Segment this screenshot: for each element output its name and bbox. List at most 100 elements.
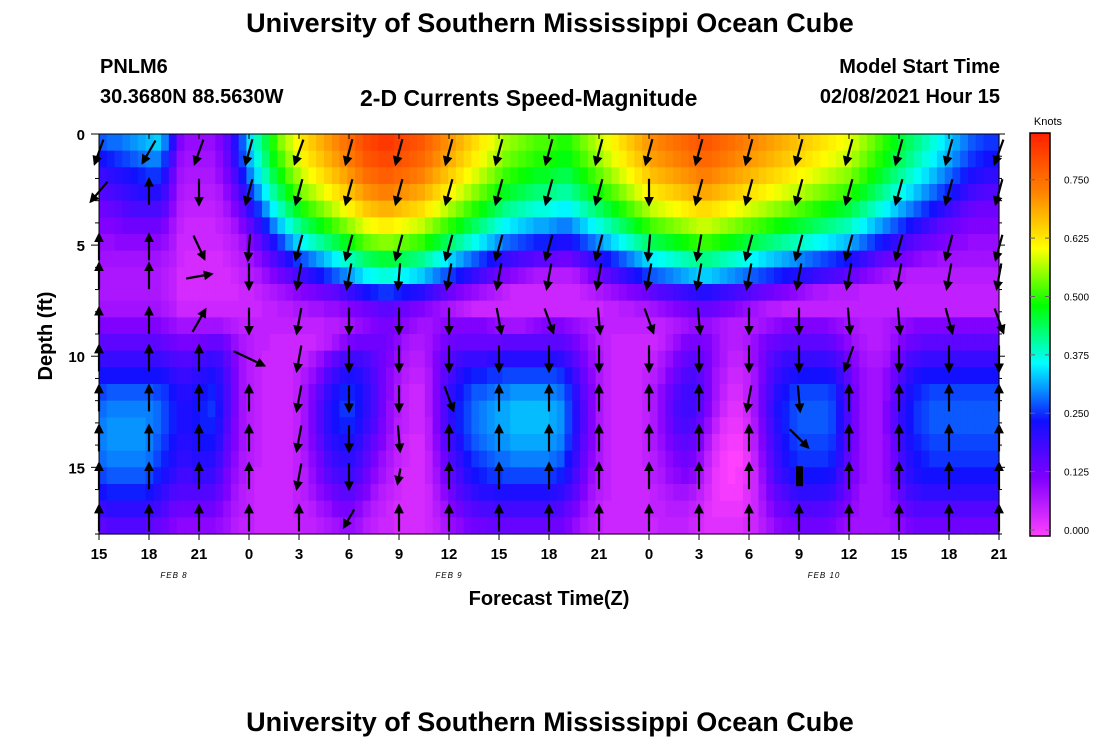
- heatmap-cell: [634, 300, 643, 318]
- heatmap-cell: [719, 350, 729, 368]
- heatmap-cell: [215, 400, 224, 418]
- heatmap-cell: [580, 250, 589, 268]
- current-vector: [191, 307, 207, 333]
- heatmap-cell: [890, 134, 899, 152]
- heatmap-cell: [479, 267, 488, 285]
- heatmap-cell: [921, 184, 930, 202]
- heatmap-cell: [440, 317, 449, 335]
- heatmap-cell: [223, 367, 232, 385]
- heatmap-cell: [789, 300, 798, 318]
- heatmap-cell: [789, 334, 798, 352]
- heatmap-cell: [254, 384, 263, 402]
- heatmap-cell: [812, 434, 822, 452]
- heatmap-cell: [161, 150, 170, 168]
- heatmap-cell: [106, 400, 116, 418]
- heatmap-cell: [921, 200, 930, 218]
- heatmap-cell: [122, 150, 131, 168]
- heatmap-cell: [114, 417, 123, 435]
- heatmap-cell: [502, 150, 511, 168]
- heatmap-cell: [463, 434, 473, 452]
- heatmap-cell: [564, 167, 573, 185]
- heatmap-cell: [339, 234, 348, 252]
- heatmap-cell: [836, 350, 845, 368]
- heatmap-cell: [114, 350, 123, 368]
- heatmap-cell: [471, 150, 480, 168]
- heatmap-cell: [292, 200, 302, 218]
- heatmap-cell: [929, 500, 938, 518]
- heatmap-cell: [952, 400, 961, 418]
- heatmap-cell: [727, 400, 736, 418]
- heatmap-cell: [525, 267, 535, 285]
- heatmap-cell: [316, 400, 325, 418]
- heatmap-cell: [975, 167, 985, 185]
- heatmap-cell: [463, 417, 473, 435]
- heatmap-cell: [587, 434, 597, 452]
- heatmap-cell: [122, 484, 131, 502]
- heatmap-cell: [913, 367, 923, 385]
- heatmap-cell: [696, 484, 705, 502]
- heatmap-cell: [424, 500, 434, 518]
- heatmap-cell: [130, 334, 139, 352]
- heatmap-cell: [549, 234, 558, 252]
- heatmap-cell: [874, 400, 884, 418]
- current-vector: [843, 263, 853, 291]
- heatmap-cell: [758, 450, 767, 468]
- heatmap-cell: [153, 167, 162, 185]
- heatmap-cell: [781, 384, 791, 402]
- heatmap-cell: [564, 300, 573, 318]
- colorbar-tick-label: 0.500: [1064, 292, 1089, 303]
- heatmap-cell: [246, 267, 255, 285]
- heatmap-cell: [370, 184, 379, 202]
- heatmap-cell: [308, 200, 317, 218]
- heatmap-cell: [409, 217, 418, 235]
- heatmap-cell: [820, 467, 829, 485]
- heatmap-cell: [618, 250, 628, 268]
- heatmap-cell: [292, 284, 302, 302]
- heatmap-cell: [781, 434, 791, 452]
- heatmap-cell: [238, 500, 248, 518]
- heatmap-cell: [292, 417, 302, 435]
- heatmap-cell: [277, 500, 286, 518]
- heatmap-cell: [611, 434, 620, 452]
- heatmap-cell: [184, 500, 193, 518]
- heatmap-cell: [355, 434, 364, 452]
- current-vector: [242, 138, 254, 167]
- heatmap-cell: [277, 284, 286, 302]
- heatmap-cell: [370, 384, 379, 402]
- heatmap-cell: [603, 217, 612, 235]
- heatmap-cell: [626, 184, 635, 202]
- current-vector: [443, 263, 453, 291]
- heatmap-cell: [486, 167, 496, 185]
- heatmap-cell: [797, 484, 806, 502]
- heatmap-cell: [479, 234, 488, 252]
- heatmap-cell: [533, 267, 542, 285]
- heatmap-cell: [137, 367, 147, 385]
- heatmap-cell: [820, 367, 829, 385]
- heatmap-cell: [634, 384, 643, 402]
- heatmap-cell: [688, 434, 698, 452]
- heatmap-cell: [409, 334, 418, 352]
- heatmap-cell: [184, 200, 193, 218]
- heatmap-cell: [122, 250, 131, 268]
- heatmap-cell: [750, 467, 760, 485]
- heatmap-cell: [517, 200, 527, 218]
- heatmap-cell: [642, 517, 651, 535]
- current-vector: [893, 263, 903, 291]
- heatmap-cell: [711, 484, 721, 502]
- heatmap-cell: [805, 217, 814, 235]
- heatmap-cell: [781, 200, 791, 218]
- heatmap-cell: [851, 184, 860, 202]
- heatmap-cell: [448, 350, 457, 368]
- heatmap-cell: [378, 434, 387, 452]
- heatmap-cell: [238, 150, 248, 168]
- heatmap-cell: [269, 350, 279, 368]
- heatmap-cell: [967, 300, 977, 318]
- heatmap-cell: [859, 150, 868, 168]
- colorbar-tick-label: 0.250: [1064, 409, 1089, 420]
- current-vector: [942, 234, 954, 262]
- heatmap-cell: [742, 200, 752, 218]
- heatmap-cell: [812, 134, 822, 152]
- heatmap-cell: [238, 134, 248, 152]
- current-vector: [543, 263, 553, 291]
- heatmap-cell: [533, 384, 542, 402]
